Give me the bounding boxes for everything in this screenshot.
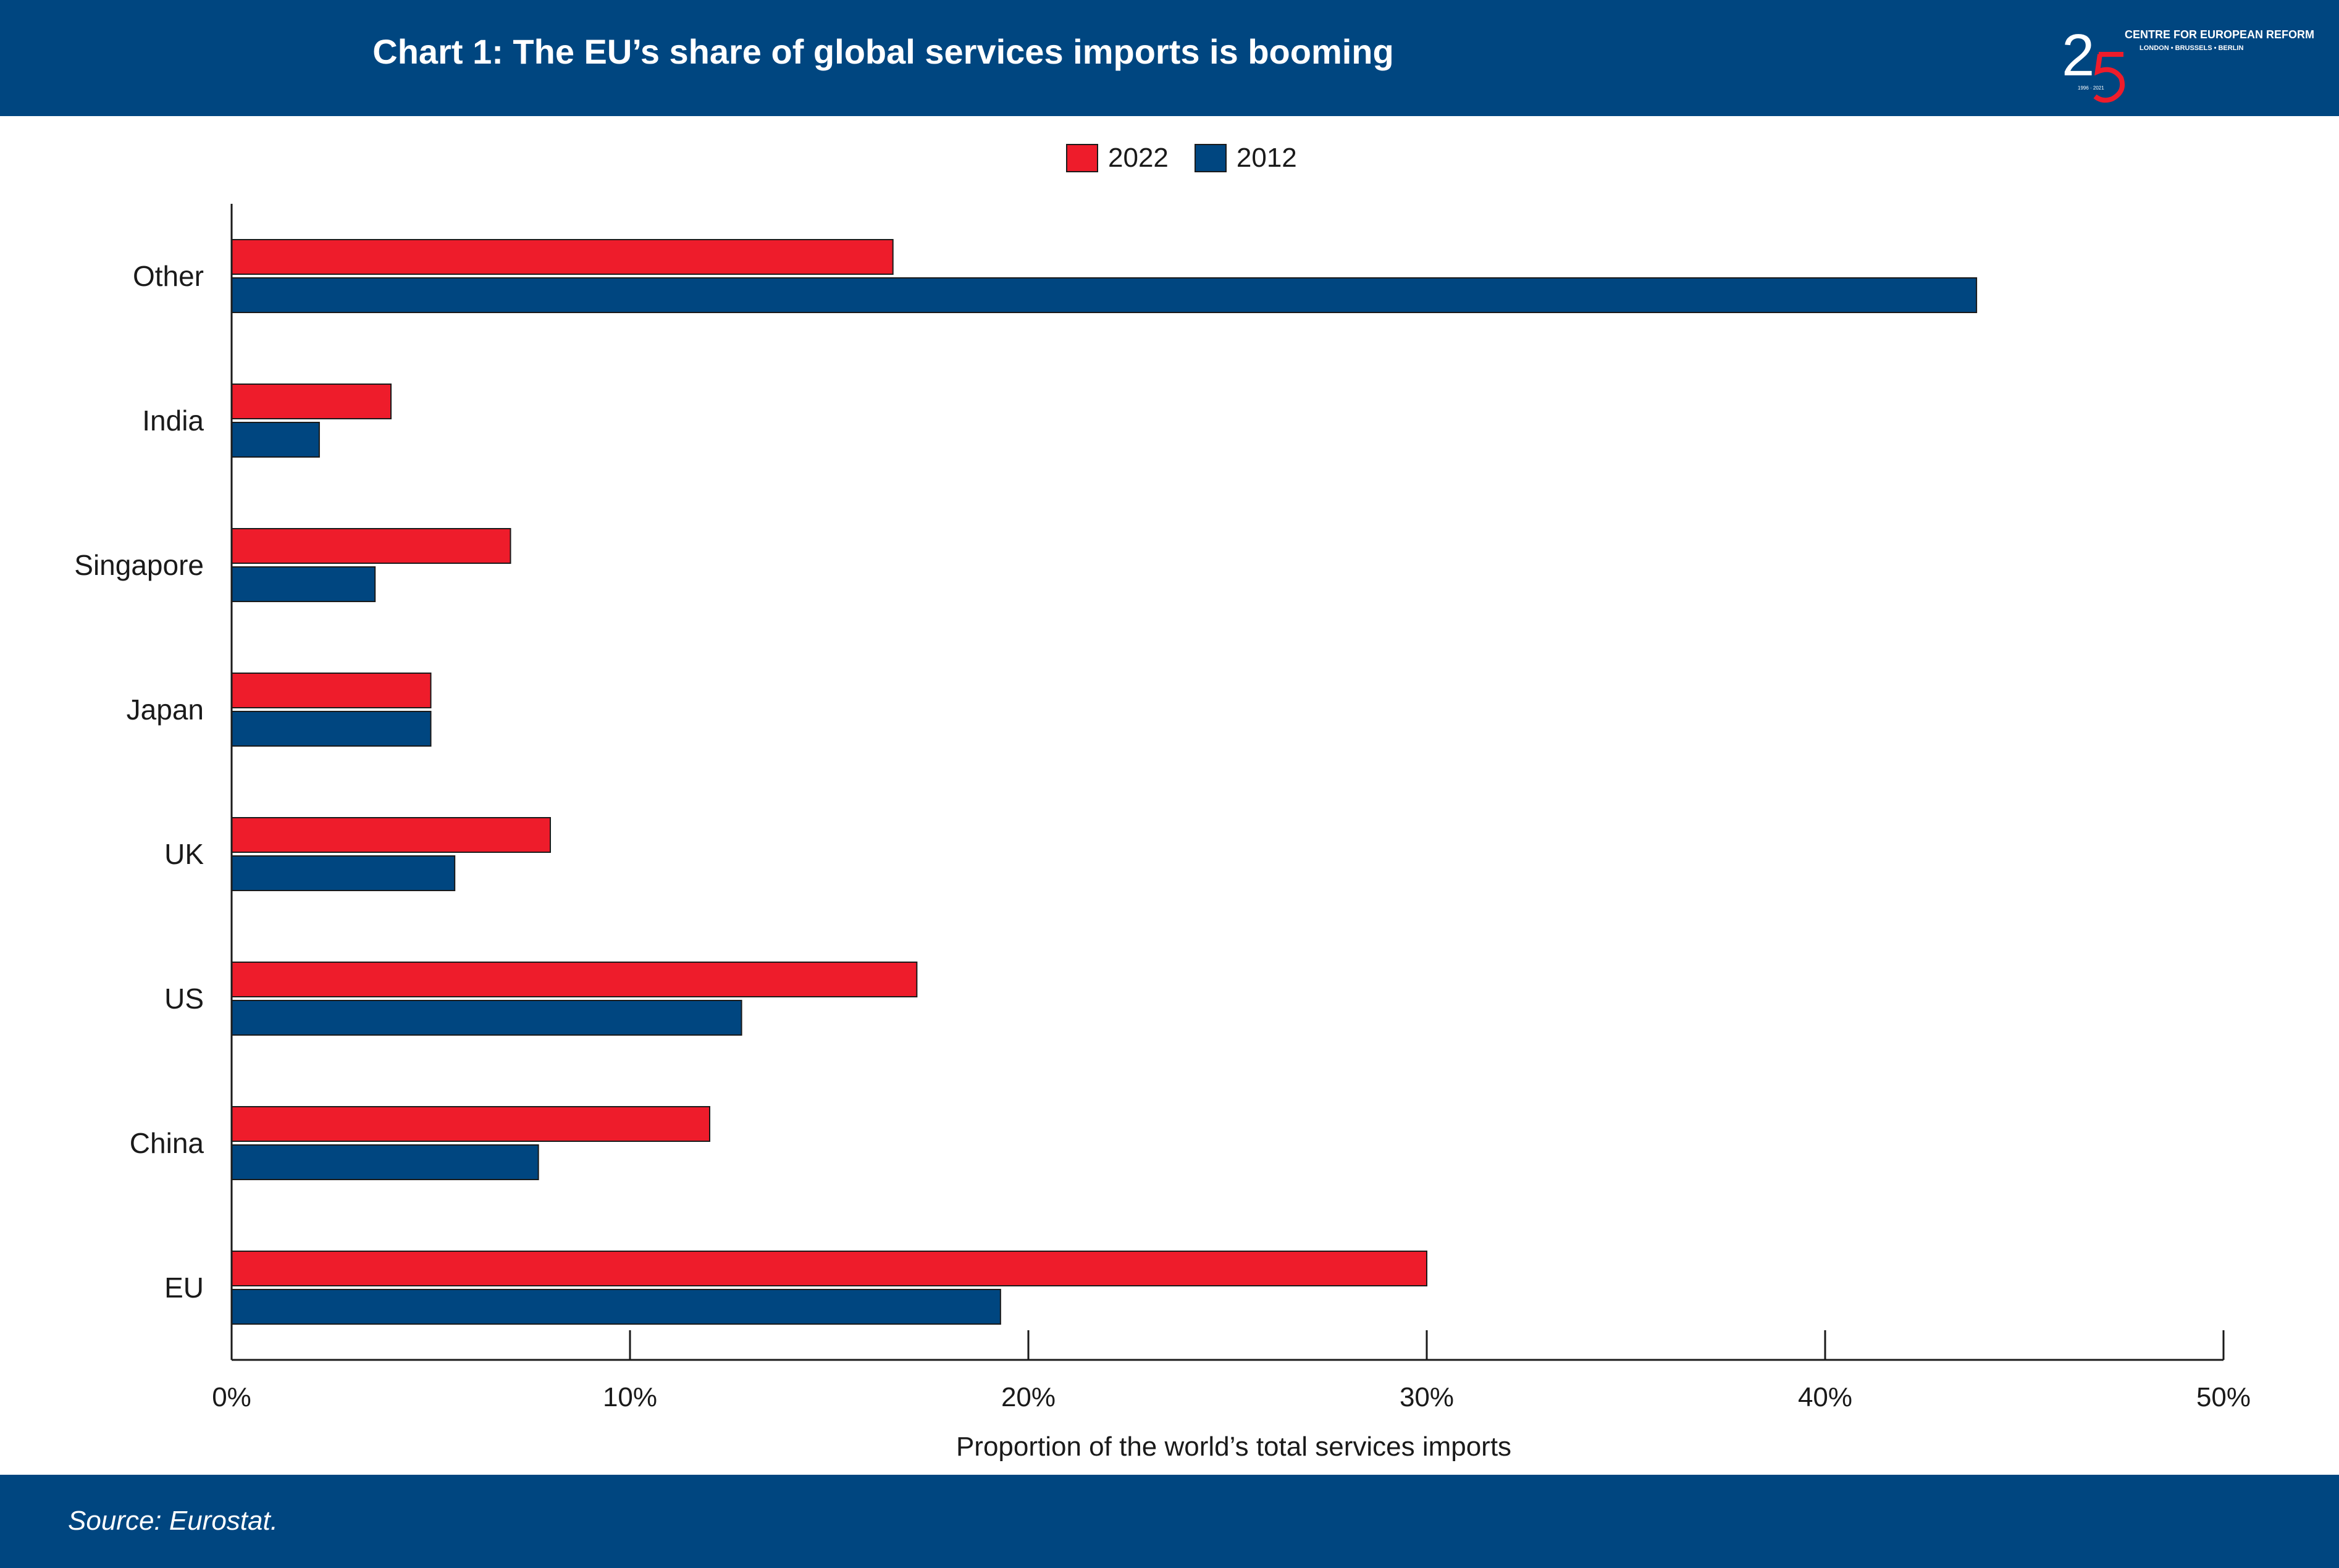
x-tick-label-40: 40% <box>1798 1382 1852 1412</box>
category-label-china: China <box>130 1127 204 1159</box>
cer-logo: 2 CENTRE FOR EUROPEAN REFORM LONDON • BR… <box>2051 19 2314 105</box>
x-tick-label-0: 0% <box>212 1382 251 1412</box>
chart-header: Chart 1: The EU’s share of global servic… <box>0 0 2339 116</box>
category-label-singapore: Singapore <box>74 549 204 581</box>
legend-swatch-2022 <box>1066 144 1098 172</box>
bar-eu-2022 <box>231 1251 1427 1286</box>
bar-japan-2022 <box>231 673 432 708</box>
category-label-uk: UK <box>164 838 204 870</box>
bar-other-2012 <box>231 277 1978 313</box>
bar-china-2012 <box>231 1144 539 1180</box>
logo-organization-name: CENTRE FOR EUROPEAN REFORM <box>2125 28 2315 41</box>
chart-footer: Source: Eurostat. <box>0 1475 2339 1568</box>
bar-japan-2012 <box>231 711 432 747</box>
bar-china-2022 <box>231 1106 710 1142</box>
category-label-us: US <box>164 983 204 1015</box>
legend-swatch-2012 <box>1194 144 1227 172</box>
x-tick-label-20: 20% <box>1001 1382 1056 1412</box>
chart-title: Chart 1: The EU’s share of global servic… <box>372 32 1394 71</box>
bar-us-2022 <box>231 962 918 997</box>
x-axis-title: Proportion of the world’s total services… <box>956 1432 1511 1462</box>
legend-label-2022: 2022 <box>1108 143 1169 173</box>
bar-india-2012 <box>231 422 320 458</box>
bar-uk-2012 <box>231 855 456 891</box>
logo-years: 1996 · 2021 <box>2078 85 2104 91</box>
bar-singapore-2012 <box>231 566 376 602</box>
bar-other-2022 <box>231 239 894 275</box>
x-tick-label-50: 50% <box>2196 1382 2251 1412</box>
category-label-eu: EU <box>164 1272 204 1304</box>
legend-item-2022: 2022 <box>1066 143 1169 174</box>
bar-uk-2022 <box>231 817 551 853</box>
cer-25-logo-icon: 2 <box>2062 22 2125 103</box>
logo-numeral-two: 2 <box>2062 22 2094 88</box>
bar-india-2022 <box>231 384 392 419</box>
bar-eu-2012 <box>231 1289 1001 1325</box>
chart-legend: 2022 2012 <box>1066 140 1323 177</box>
source-note: Source: Eurostat. <box>68 1506 278 1536</box>
category-label-other: Other <box>133 260 204 292</box>
category-label-japan: Japan <box>127 694 204 726</box>
legend-label-2012: 2012 <box>1236 143 1297 173</box>
bar-singapore-2022 <box>231 528 511 564</box>
category-label-india: India <box>142 405 204 437</box>
x-tick-label-10: 10% <box>603 1382 657 1412</box>
bar-us-2012 <box>231 1000 742 1036</box>
x-tick-label-30: 30% <box>1400 1382 1454 1412</box>
logo-numeral-five <box>2093 52 2125 103</box>
legend-item-2012: 2012 <box>1194 143 1297 174</box>
logo-cities: LONDON • BRUSSELS • BERLIN <box>2140 44 2244 52</box>
